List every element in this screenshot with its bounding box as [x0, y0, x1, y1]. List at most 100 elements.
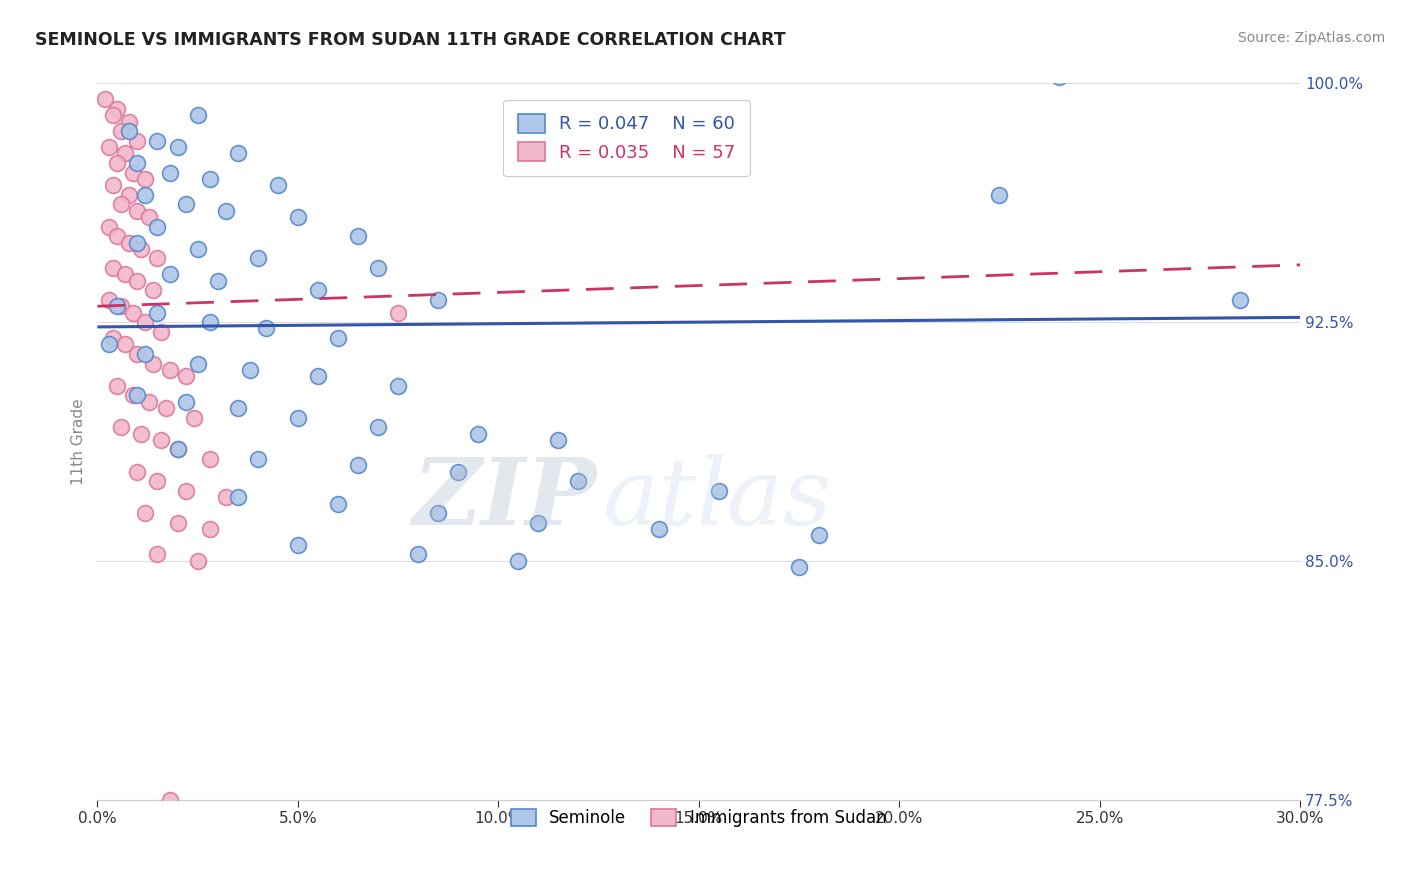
Point: [127, 465, 149, 479]
Point: [146, 134, 169, 148]
Point: [105, 156, 128, 170]
Point: [174, 394, 197, 409]
Point: [1049, 70, 1071, 84]
Point: [98, 337, 121, 351]
Point: [134, 315, 156, 329]
Point: [226, 490, 249, 504]
Point: [287, 538, 309, 552]
Point: [103, 331, 125, 345]
Text: atlas: atlas: [603, 454, 832, 544]
Point: [447, 465, 470, 479]
Point: [131, 426, 153, 441]
Point: [427, 293, 450, 307]
Point: [326, 497, 349, 511]
Point: [134, 506, 156, 520]
Point: [131, 242, 153, 256]
Point: [287, 210, 309, 224]
Point: [127, 203, 149, 218]
Point: [174, 197, 197, 211]
Point: [267, 178, 290, 193]
Point: [127, 274, 149, 288]
Point: [239, 363, 262, 377]
Point: [183, 410, 205, 425]
Text: SEMINOLE VS IMMIGRANTS FROM SUDAN 11TH GRADE CORRELATION CHART: SEMINOLE VS IMMIGRANTS FROM SUDAN 11TH G…: [35, 31, 786, 49]
Point: [406, 548, 429, 562]
Point: [110, 299, 132, 313]
Point: [547, 433, 569, 447]
Point: [127, 134, 149, 148]
Point: [307, 283, 329, 297]
Point: [387, 378, 409, 392]
Point: [467, 426, 489, 441]
Point: [226, 401, 249, 415]
Point: [118, 124, 141, 138]
Point: [146, 548, 169, 562]
Point: [347, 458, 370, 473]
Point: [118, 187, 141, 202]
Point: [98, 140, 121, 154]
Point: [118, 235, 141, 250]
Point: [146, 219, 169, 234]
Point: [122, 305, 145, 319]
Text: Source: ZipAtlas.com: Source: ZipAtlas.com: [1237, 31, 1385, 45]
Point: [187, 554, 209, 568]
Point: [988, 187, 1011, 202]
Point: [110, 197, 132, 211]
Point: [103, 178, 125, 193]
Point: [98, 293, 121, 307]
Point: [134, 187, 156, 202]
Point: [198, 172, 221, 186]
Point: [166, 516, 188, 530]
Point: [127, 347, 149, 361]
Point: [246, 452, 269, 467]
Point: [134, 172, 156, 186]
Point: [142, 357, 165, 371]
Point: [198, 452, 221, 467]
Point: [226, 146, 249, 161]
Y-axis label: 11th Grade: 11th Grade: [72, 398, 86, 484]
Point: [138, 210, 160, 224]
Point: [105, 102, 128, 116]
Point: [138, 394, 160, 409]
Point: [105, 378, 128, 392]
Point: [110, 124, 132, 138]
Point: [187, 357, 209, 371]
Point: [105, 299, 128, 313]
Point: [150, 433, 173, 447]
Point: [187, 242, 209, 256]
Point: [326, 331, 349, 345]
Point: [94, 92, 117, 106]
Point: [198, 315, 221, 329]
Point: [527, 516, 550, 530]
Point: [114, 268, 136, 282]
Point: [367, 260, 389, 275]
Point: [122, 165, 145, 179]
Point: [103, 108, 125, 122]
Point: [387, 305, 409, 319]
Point: [105, 229, 128, 244]
Legend: Seminole, Immigrants from Sudan: Seminole, Immigrants from Sudan: [505, 803, 893, 834]
Point: [150, 325, 173, 339]
Point: [159, 792, 181, 806]
Point: [567, 475, 589, 489]
Point: [787, 560, 810, 574]
Point: [166, 442, 188, 457]
Point: [127, 156, 149, 170]
Point: [207, 274, 229, 288]
Point: [110, 420, 132, 434]
Point: [146, 475, 169, 489]
Point: [347, 229, 370, 244]
Point: [127, 235, 149, 250]
Point: [647, 522, 669, 536]
Point: [187, 108, 209, 122]
Point: [118, 114, 141, 128]
Point: [155, 401, 177, 415]
Point: [174, 483, 197, 498]
Text: ZIP: ZIP: [412, 454, 596, 544]
Point: [254, 321, 277, 335]
Point: [1229, 293, 1251, 307]
Point: [427, 506, 450, 520]
Point: [114, 146, 136, 161]
Point: [174, 369, 197, 384]
Point: [807, 528, 830, 542]
